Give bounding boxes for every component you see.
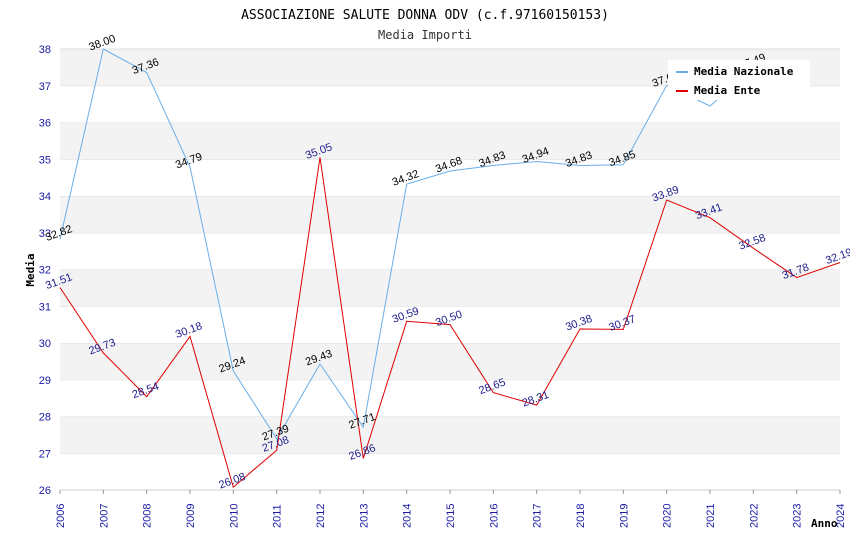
x-tick-label: 2021: [705, 504, 717, 528]
x-tick-label: 2023: [792, 504, 804, 528]
x-tick-label: 2022: [748, 504, 760, 528]
x-axis-ticks: 2006 2007 2008 2009 2010 2011 2012 2013 2014 2015…: [55, 504, 847, 528]
grid-band: [60, 343, 840, 380]
grid-band: [60, 416, 840, 454]
x-tick-label: 2013: [358, 504, 370, 528]
grid-band: [60, 269, 840, 307]
y-tick-label: 36: [39, 118, 51, 130]
y-tick-label: 34: [39, 191, 51, 203]
x-tick-label: 2012: [315, 504, 327, 528]
chart-subtitle: Media Importi: [378, 28, 472, 42]
x-tick-label: 2019: [618, 504, 630, 528]
y-tick-label: 30: [39, 338, 51, 350]
y-tick-label: 31: [39, 301, 51, 313]
y-axis-ticks: 26 27 28 29 30 31 32 33 34 35 36 37 38: [39, 44, 51, 497]
series-line-media-nazionale: [59, 48, 754, 440]
series-lines: [59, 48, 841, 488]
y-tick-label: 38: [39, 44, 51, 56]
legend-label-media-nazionale: Media Nazionale: [694, 65, 794, 78]
legend-box: [668, 60, 810, 100]
chart-title: ASSOCIAZIONE SALUTE DONNA ODV (c.f.97160…: [241, 8, 609, 23]
y-tick-label: 37: [39, 81, 51, 93]
x-tick-label: 2024: [835, 504, 847, 528]
x-tick-label: 2010: [228, 504, 240, 528]
x-tick-label: 2015: [445, 504, 457, 528]
x-tick-label: 2018: [575, 504, 587, 528]
x-tick-label: 2007: [98, 504, 110, 528]
x-tick-label: 2014: [402, 504, 414, 528]
y-tick-label: 33: [39, 228, 51, 240]
x-tick-label: 2020: [662, 504, 674, 528]
grid-bands: [59, 48, 841, 494]
x-tick-label: 2016: [488, 504, 500, 528]
grid-band: [60, 453, 840, 490]
y-tick-label: 29: [39, 375, 51, 387]
y-tick-label: 35: [39, 154, 51, 166]
series-line-media-ente: [59, 157, 841, 488]
grid-band: [60, 232, 840, 270]
y-axis-label: Media: [24, 253, 37, 286]
grid-band: [60, 159, 840, 196]
x-tick-label: 2011: [272, 504, 284, 528]
legend: Media Nazionale Media Ente: [668, 60, 810, 100]
x-axis-label: Anno: [811, 517, 838, 530]
x-tick-label: 2017: [532, 504, 544, 528]
y-tick-label: 26: [39, 485, 51, 497]
x-tick-label: 2009: [185, 504, 197, 528]
grid-band: [60, 196, 840, 233]
y-tick-label: 28: [39, 412, 51, 424]
x-tick-label: 2008: [142, 504, 154, 528]
x-tick-label: 2006: [55, 504, 67, 528]
legend-label-media-ente: Media Ente: [694, 84, 761, 97]
grid-band: [60, 122, 840, 160]
y-tick-label: 27: [39, 448, 51, 460]
grid-band: [60, 379, 840, 417]
y-tick-label: 32: [39, 265, 51, 277]
